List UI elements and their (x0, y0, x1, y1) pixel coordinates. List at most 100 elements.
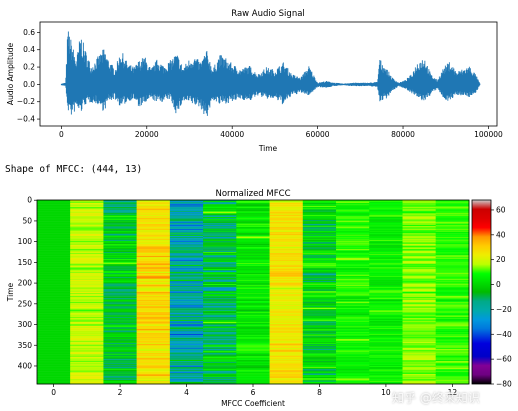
heatmap-cell (70, 299, 104, 301)
heatmap-cell (236, 276, 270, 278)
heatmap-cell (169, 341, 204, 343)
heatmap-cell (236, 316, 270, 318)
heatmap-cell (70, 345, 104, 347)
heatmap-cell (236, 308, 270, 310)
heatmap-cell (203, 200, 237, 202)
heatmap-cell (103, 257, 137, 259)
heatmap-cell (103, 355, 137, 357)
heatmap-cell (70, 214, 104, 216)
heatmap-cell (302, 234, 337, 236)
heatmap-cell (236, 209, 270, 211)
heatmap-cell (103, 248, 137, 250)
heatmap-cell (203, 328, 237, 329)
heatmap-cell (336, 339, 370, 340)
heatmap-cell (336, 247, 370, 248)
heatmap-cell (103, 374, 137, 376)
heatmap-cell (336, 296, 370, 298)
heatmap-cell (369, 358, 403, 360)
heatmap-cell (369, 216, 403, 217)
heatmap-cell (136, 298, 171, 299)
heatmap-cell (336, 374, 370, 376)
heatmap-cell (236, 381, 270, 383)
heatmap-cell (236, 254, 270, 255)
heatmap-cell (369, 333, 403, 334)
heatmap-cell (369, 214, 403, 216)
heatmap-cell (169, 297, 204, 299)
heatmap-cell (269, 258, 304, 260)
heatmap-cell (369, 234, 403, 236)
heatmap-cell (103, 275, 137, 277)
heatmap-cell (336, 301, 370, 302)
heatmap-cell (37, 296, 71, 298)
heatmap-cell (37, 334, 71, 335)
heatmap-cell (236, 355, 270, 357)
heatmap-cell (136, 343, 171, 345)
heatmap-cell (70, 250, 104, 252)
heatmap-cell (203, 343, 237, 345)
heatmap-cell (103, 371, 137, 373)
heatmap-cell (70, 337, 104, 338)
heatmap-cell (169, 341, 204, 343)
heatmap-cell (37, 371, 71, 373)
heatmap-cell (402, 221, 437, 222)
heatmap-cell (70, 208, 104, 210)
heatmap-cell (236, 290, 270, 292)
heatmap-cell (169, 268, 204, 270)
heatmap-cell (136, 355, 171, 357)
heatmap-cell (169, 267, 204, 269)
heatmap-cell (302, 261, 337, 263)
heatmap-cell (369, 235, 403, 237)
heatmap-cell (236, 282, 270, 284)
heatmap-cell (37, 278, 71, 280)
heatmap-cell (70, 326, 104, 328)
heatmap-cell (302, 251, 337, 253)
heatmap-cell (369, 285, 403, 287)
heatmap-cell (302, 289, 337, 291)
heatmap-cell (169, 350, 204, 352)
heatmap-cell (236, 363, 270, 365)
heatmap-cell (369, 308, 403, 310)
heatmap-cell (236, 221, 270, 223)
heatmap-cell (336, 211, 370, 213)
heatmap-cell (70, 338, 104, 340)
heatmap-cell (203, 274, 237, 275)
heatmap-cell (169, 262, 204, 263)
heatmap-cell (37, 325, 71, 326)
heatmap-cell (37, 230, 71, 232)
heatmap-cell (302, 248, 337, 249)
heatmap-cell (302, 272, 337, 274)
heatmap-cell (369, 207, 403, 208)
heatmap-cell (369, 311, 403, 313)
heatmap-cell (336, 359, 370, 361)
heatmap-cell (236, 317, 270, 318)
heatmap-cell (236, 246, 270, 248)
heatmap-cell (37, 279, 71, 280)
heatmap-cell (336, 219, 370, 221)
heatmap-cell (369, 381, 403, 383)
heatmap-cell (169, 245, 204, 246)
heatmap-cell (37, 204, 71, 205)
heatmap-cell (236, 293, 270, 294)
heatmap-cell (103, 297, 137, 299)
heatmap-cell (302, 292, 337, 294)
heatmap-cell (203, 353, 237, 355)
heatmap-cell (369, 277, 403, 279)
heatmap-cell (236, 313, 270, 314)
heatmap-cell (70, 214, 104, 216)
heatmap-cell (103, 342, 137, 344)
heatmap-cell (302, 349, 337, 350)
heatmap-cell (302, 277, 337, 278)
heatmap-cell (136, 376, 171, 378)
heatmap-cell (203, 338, 237, 339)
heatmap-cell (236, 354, 270, 355)
heatmap-cell (70, 257, 104, 258)
heatmap-cell (37, 217, 71, 219)
heatmap-cell (302, 270, 337, 272)
heatmap-cell (203, 241, 237, 242)
heatmap-cell (302, 218, 337, 219)
heatmap-cell (402, 213, 437, 215)
heatmap-cell (236, 319, 270, 321)
heatmap-cell (70, 215, 104, 217)
heatmap-cell (203, 297, 237, 299)
heatmap-cell (169, 244, 204, 246)
